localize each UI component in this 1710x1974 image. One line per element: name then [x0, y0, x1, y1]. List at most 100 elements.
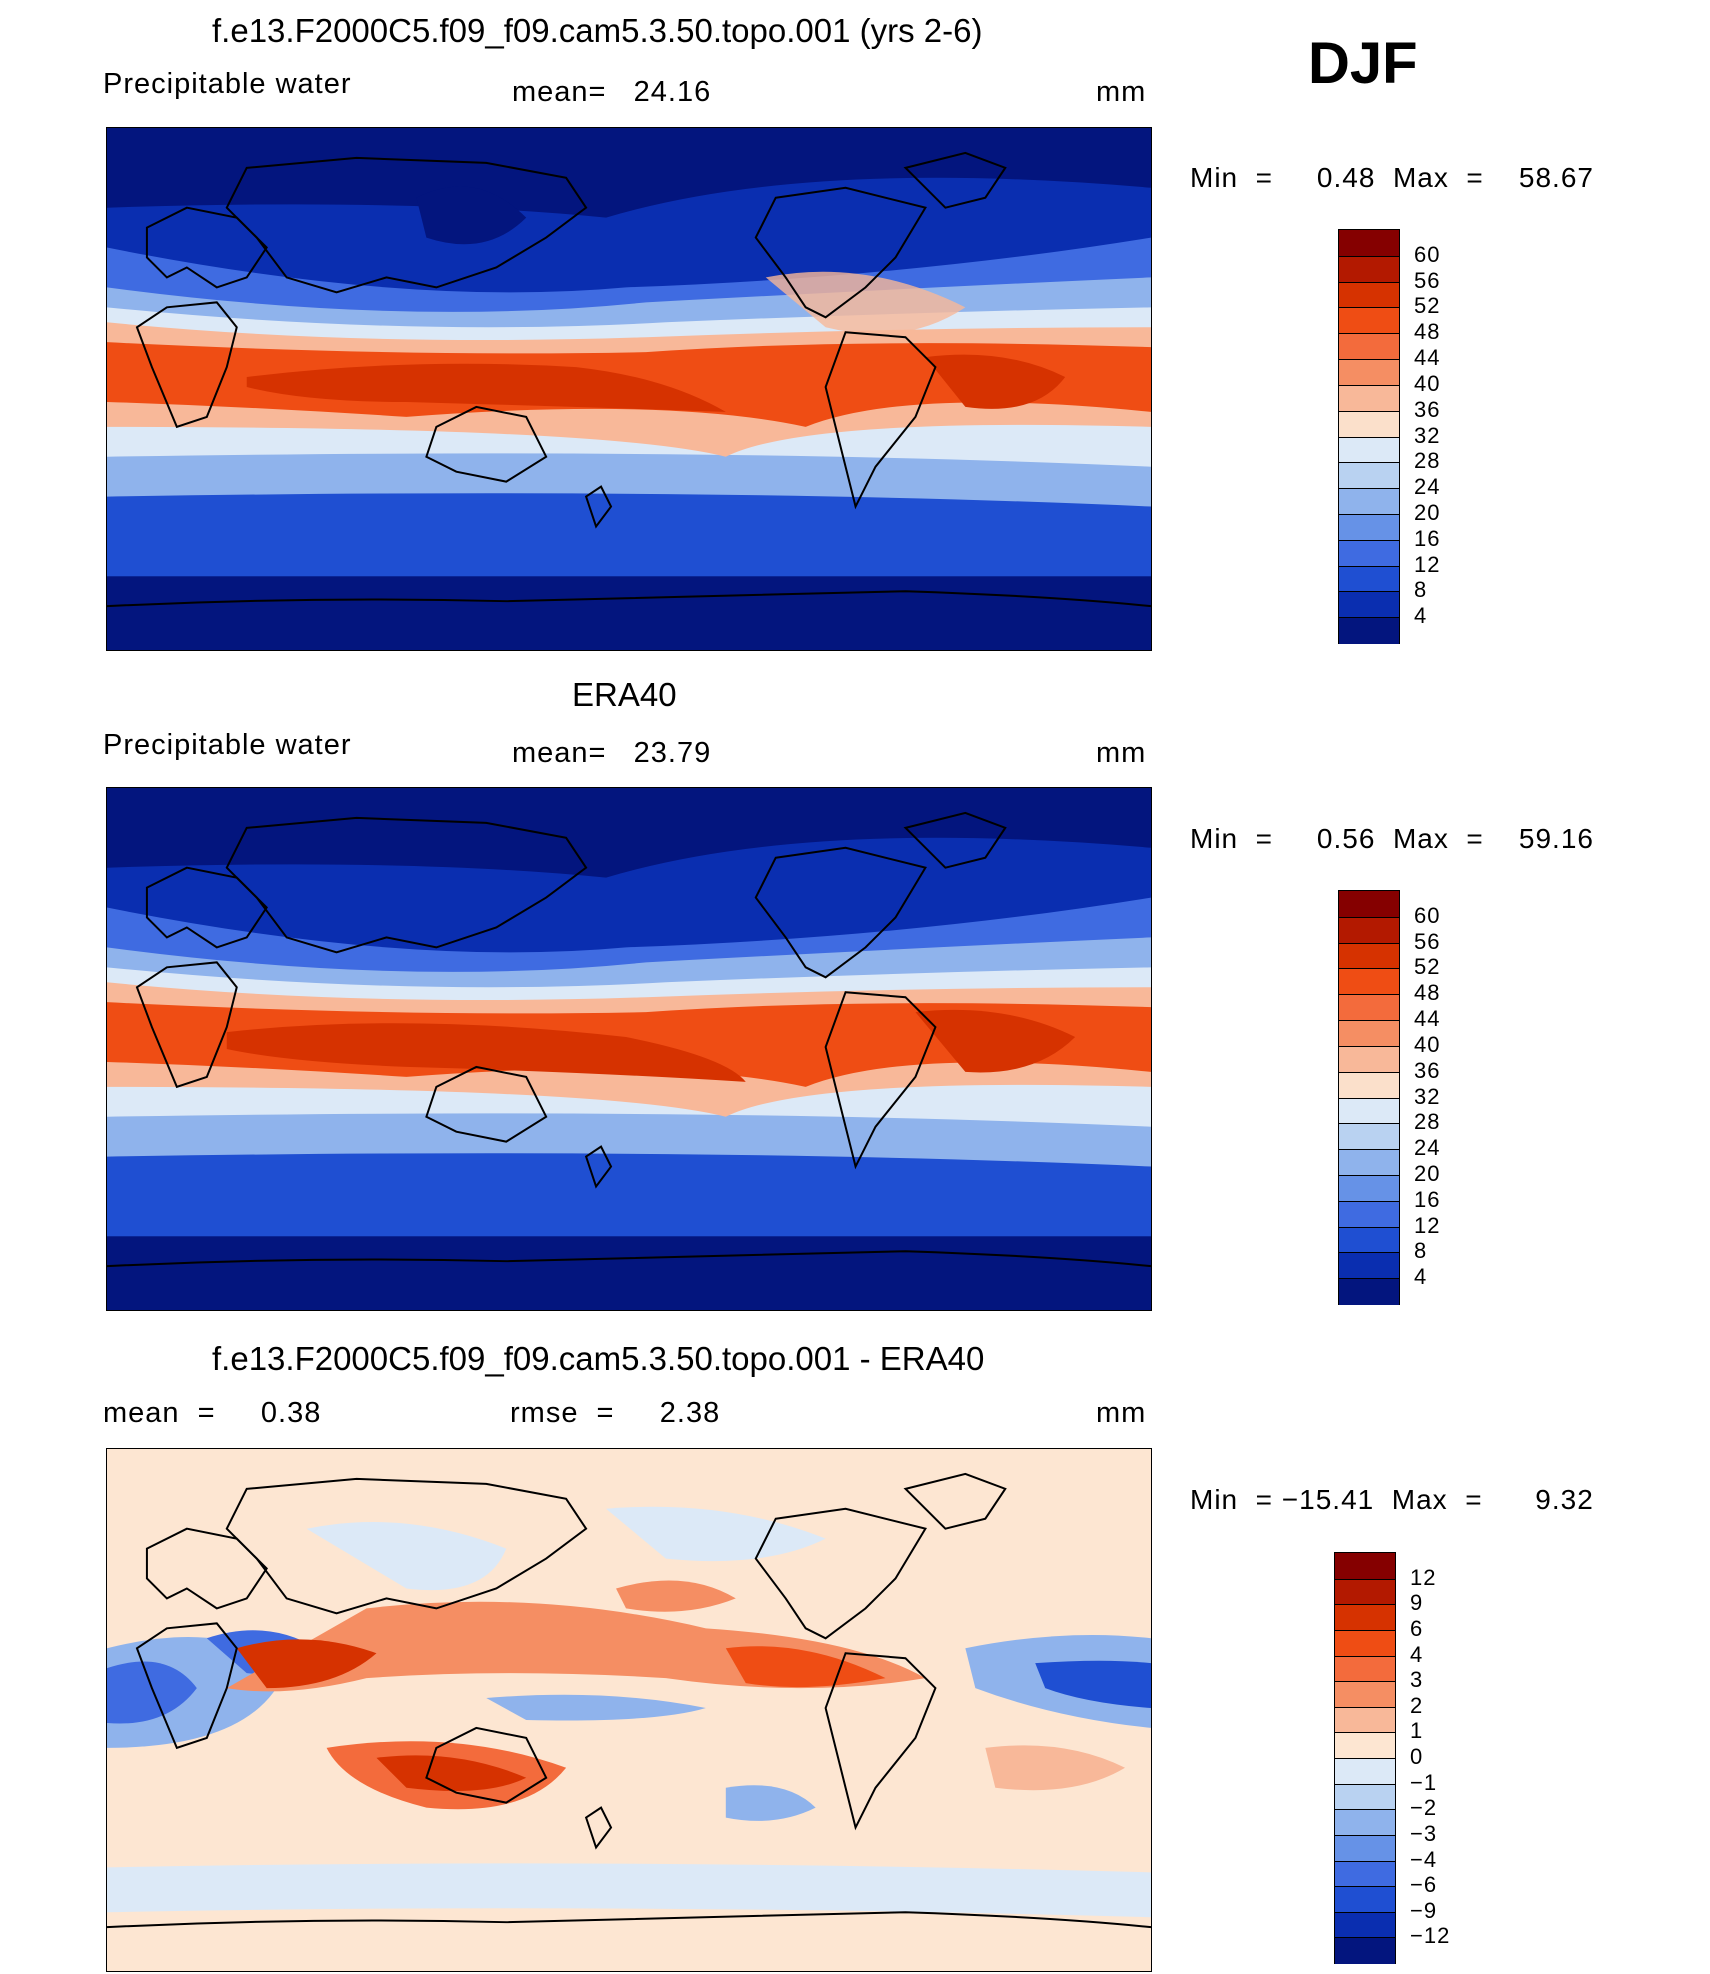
colorbar-swatch — [1335, 1783, 1395, 1811]
colorbar-tick-label: 4 — [1414, 1264, 1428, 1290]
colorbar-swatch — [1335, 1937, 1395, 1964]
colorbar-tick-label: −1 — [1410, 1769, 1438, 1795]
colorbar-tick-label: 44 — [1414, 345, 1441, 371]
panel1-colorbar — [1338, 229, 1400, 644]
colorbar-tick-label: 44 — [1414, 1006, 1441, 1032]
panel3-mean-label: mean = 0.38 — [103, 1397, 322, 1429]
colorbar-tick-label: −6 — [1410, 1872, 1438, 1898]
colorbar-swatch — [1339, 591, 1399, 619]
colorbar-tick-label: 52 — [1414, 293, 1441, 319]
colorbar-tick-label: 2 — [1410, 1692, 1424, 1718]
colorbar-swatch — [1339, 1097, 1399, 1125]
panel3-min-max: Min = −15.41 Max = 9.32 — [1190, 1484, 1594, 1515]
colorbar-tick-label: 8 — [1414, 1238, 1428, 1264]
panel2-map-svg — [107, 788, 1151, 1310]
colorbar-swatch — [1339, 513, 1399, 541]
colorbar-swatch — [1339, 539, 1399, 567]
colorbar-swatch — [1335, 1706, 1395, 1734]
colorbar-tick-label: 16 — [1414, 525, 1441, 551]
colorbar-tick-label: 48 — [1414, 319, 1441, 345]
colorbar-tick-label: 32 — [1414, 1083, 1441, 1109]
colorbar-swatch — [1339, 436, 1399, 464]
colorbar-tick-label: −3 — [1410, 1820, 1438, 1846]
colorbar-swatch — [1339, 307, 1399, 335]
colorbar-tick-label: −2 — [1410, 1795, 1438, 1821]
colorbar-swatch — [1339, 488, 1399, 515]
colorbar-swatch — [1339, 1278, 1399, 1305]
colorbar-swatch — [1339, 1252, 1399, 1280]
colorbar-tick-label: 24 — [1414, 474, 1441, 500]
panel1-min-max: Min = 0.48 Max = 58.67 — [1190, 162, 1594, 193]
colorbar-swatch — [1339, 916, 1399, 944]
panel2-variable-label: Precipitable water — [103, 729, 352, 761]
colorbar-swatch — [1339, 462, 1399, 490]
colorbar-swatch — [1339, 942, 1399, 970]
colorbar-tick-label: 36 — [1414, 1057, 1441, 1083]
colorbar-tick-label: −4 — [1410, 1846, 1438, 1872]
colorbar-swatch — [1339, 281, 1399, 309]
colorbar-swatch — [1335, 1758, 1395, 1785]
colorbar-tick-label: 0 — [1410, 1744, 1424, 1769]
colorbar-tick-label: 32 — [1414, 422, 1441, 448]
colorbar-tick-label: 28 — [1414, 448, 1441, 474]
colorbar-swatch — [1335, 1732, 1395, 1759]
panel1-mean-label: mean= 24.16 — [512, 76, 712, 108]
colorbar-tick-label: 4 — [1414, 603, 1428, 629]
colorbar-swatch — [1339, 1123, 1399, 1151]
colorbar-swatch — [1339, 891, 1399, 917]
colorbar-tick-label: 20 — [1414, 1160, 1441, 1186]
colorbar-swatch — [1339, 255, 1399, 283]
season-label: DJF — [1308, 31, 1418, 96]
panel1-title: f.e13.F2000C5.f09_f09.cam5.3.50.topo.001… — [212, 12, 983, 49]
colorbar-swatch — [1335, 1655, 1395, 1683]
colorbar-swatch — [1339, 359, 1399, 386]
colorbar-swatch — [1339, 617, 1399, 644]
colorbar-swatch — [1339, 1071, 1399, 1099]
colorbar-tick-label: 16 — [1414, 1186, 1441, 1212]
colorbar-tick-label: 24 — [1414, 1135, 1441, 1161]
colorbar-swatch — [1335, 1578, 1395, 1606]
colorbar-swatch — [1335, 1629, 1395, 1657]
panel1-map-svg — [107, 128, 1151, 650]
panel1-variable-label: Precipitable water — [103, 68, 352, 100]
colorbar-swatch — [1335, 1809, 1395, 1836]
colorbar-tick-label: −12 — [1410, 1923, 1451, 1949]
panel2-mean-label: mean= 23.79 — [512, 737, 712, 769]
panel3-units-label: mm — [1096, 1397, 1147, 1429]
colorbar-swatch — [1335, 1681, 1395, 1708]
colorbar-tick-label: 6 — [1410, 1615, 1424, 1641]
colorbar-tick-label: 36 — [1414, 396, 1441, 422]
colorbar-tick-label: 1 — [1410, 1718, 1424, 1744]
panel3-colorbar — [1334, 1552, 1396, 1964]
colorbar-swatch — [1339, 1174, 1399, 1202]
colorbar-tick-label: 52 — [1414, 954, 1441, 980]
colorbar-swatch — [1339, 230, 1399, 256]
colorbar-tick-label: 3 — [1410, 1667, 1424, 1693]
colorbar-swatch — [1339, 1020, 1399, 1047]
colorbar-swatch — [1339, 565, 1399, 593]
colorbar-swatch — [1339, 994, 1399, 1022]
colorbar-tick-label: 56 — [1414, 267, 1441, 293]
colorbar-tick-label: 60 — [1414, 902, 1441, 928]
colorbar-swatch — [1339, 410, 1399, 438]
panel2-colorbar — [1338, 890, 1400, 1305]
panel2-title: ERA40 — [572, 676, 677, 713]
colorbar-tick-label: 8 — [1414, 577, 1428, 603]
panel3-rmse-label: rmse = 2.38 — [510, 1397, 721, 1429]
panel3-map-svg — [107, 1449, 1151, 1971]
colorbar-swatch — [1339, 333, 1399, 361]
panel2-min-max: Min = 0.56 Max = 59.16 — [1190, 823, 1594, 854]
colorbar-swatch — [1339, 1149, 1399, 1176]
colorbar-swatch — [1339, 384, 1399, 412]
colorbar-tick-label: 12 — [1414, 551, 1441, 577]
panel1-map — [106, 127, 1152, 651]
colorbar-tick-label: 4 — [1410, 1641, 1424, 1667]
colorbar-swatch — [1335, 1886, 1395, 1913]
panel3-map — [106, 1448, 1152, 1972]
colorbar-tick-label: 20 — [1414, 499, 1441, 525]
colorbar-tick-label: −9 — [1410, 1897, 1438, 1923]
colorbar-tick-label: 60 — [1414, 241, 1441, 267]
colorbar-tick-label: 40 — [1414, 370, 1441, 396]
panel2-map — [106, 787, 1152, 1311]
colorbar-tick-label: 12 — [1410, 1564, 1437, 1590]
